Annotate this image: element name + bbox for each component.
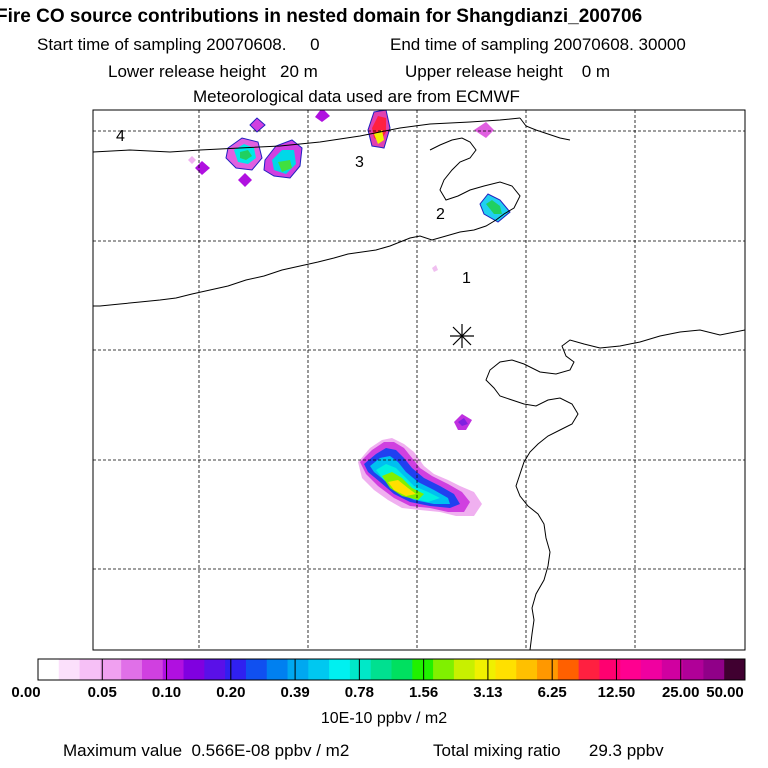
station-star-icon (450, 324, 474, 348)
point-label-1: 1 (462, 270, 471, 287)
point-label-3: 3 (355, 154, 364, 171)
plume-north-west-2 (263, 139, 303, 179)
colorbar-swatch (329, 659, 351, 680)
colorbar-swatch (308, 659, 330, 680)
colorbar-swatch (433, 659, 455, 680)
plume-north-center (367, 110, 391, 149)
colorbar-swatch (266, 659, 289, 680)
colorbar-swatch (495, 659, 517, 680)
colorbar-swatch (100, 659, 122, 680)
colorbar-swatch (121, 659, 143, 680)
plume-small-east (432, 265, 472, 430)
colorbar-label: 0.39 (280, 684, 310, 701)
colorbar (37, 658, 746, 681)
plume-south-main (358, 438, 482, 516)
colorbar-frame (37, 658, 746, 681)
colorbar-swatch (287, 659, 309, 680)
colorbar-label: 0.20 (216, 684, 246, 701)
colorbar-label: 0.10 (151, 684, 182, 701)
colorbar-label: 50.00 (706, 684, 744, 701)
colorbar-swatch (661, 659, 684, 680)
max-value-label: Maximum value 0.566E-08 ppbv / m2 (63, 741, 350, 760)
colorbar-label: 3.13 (473, 684, 503, 701)
colorbar-swatch (599, 659, 621, 680)
colorbar-swatch (141, 659, 164, 680)
colorbar-swatch (516, 659, 538, 680)
point-label-4: 4 (116, 128, 125, 145)
colorbar-label: 12.50 (597, 684, 636, 701)
colorbar-swatch (537, 659, 559, 680)
colorbar-swatch (557, 659, 580, 680)
colorbar-swatch (682, 659, 704, 680)
lat-lon-grid (93, 110, 745, 650)
plot-title: Fire CO source contributions in nested d… (0, 6, 643, 27)
colorbar-swatch (38, 659, 60, 680)
colorbar-swatch (724, 659, 746, 680)
colorbar-label: 0.05 (87, 684, 117, 701)
colorbar-swatch (183, 659, 205, 680)
coastlines (93, 117, 745, 650)
colorbar-swatch (58, 659, 81, 680)
colorbar-label: 1.56 (409, 684, 439, 701)
colorbar-swatch (412, 659, 434, 680)
colorbar-swatch (453, 659, 476, 680)
plume-label-2 (479, 193, 511, 223)
met-data-label: Meteorological data used are from ECMWF (193, 87, 520, 106)
colorbar-swatch (391, 659, 413, 680)
colorbar-swatch (225, 659, 247, 680)
upper-release-label: Upper release height 0 m (405, 62, 611, 81)
colorbar-swatch (162, 659, 185, 680)
colorbar-label: 25.00 (661, 684, 700, 701)
colorbar-swatch (370, 659, 392, 680)
colorbar-swatch (578, 659, 600, 680)
colorbar-swatch (245, 659, 268, 680)
plume-north-west-1 (225, 137, 263, 171)
colorbar-label: 6.25 (537, 684, 567, 701)
total-mixing-ratio-label: Total mixing ratio 29.3 ppbv (433, 741, 664, 760)
colorbar-swatch (79, 659, 101, 680)
colorbar-swatch (703, 659, 725, 680)
lower-release-label: Lower release height 20 m (108, 62, 318, 81)
colorbar-label: 0.78 (344, 684, 374, 701)
map-frame (92, 109, 746, 651)
colorbar-swatch (204, 659, 226, 680)
end-time-label: End time of sampling 20070608. 30000 (390, 35, 686, 54)
concentration-plumes (188, 110, 511, 516)
colorbar-swatch (474, 659, 496, 680)
point-label-2: 2 (436, 206, 445, 223)
colorbar-swatch (349, 659, 372, 680)
colorbar-swatch (641, 659, 663, 680)
start-time-label: Start time of sampling 20070608. 0 (37, 35, 320, 54)
colorbar-units: 10E-10 ppbv / m2 (320, 710, 448, 727)
colorbar-swatch (620, 659, 642, 680)
colorbar-label: 0.00 (11, 684, 41, 701)
